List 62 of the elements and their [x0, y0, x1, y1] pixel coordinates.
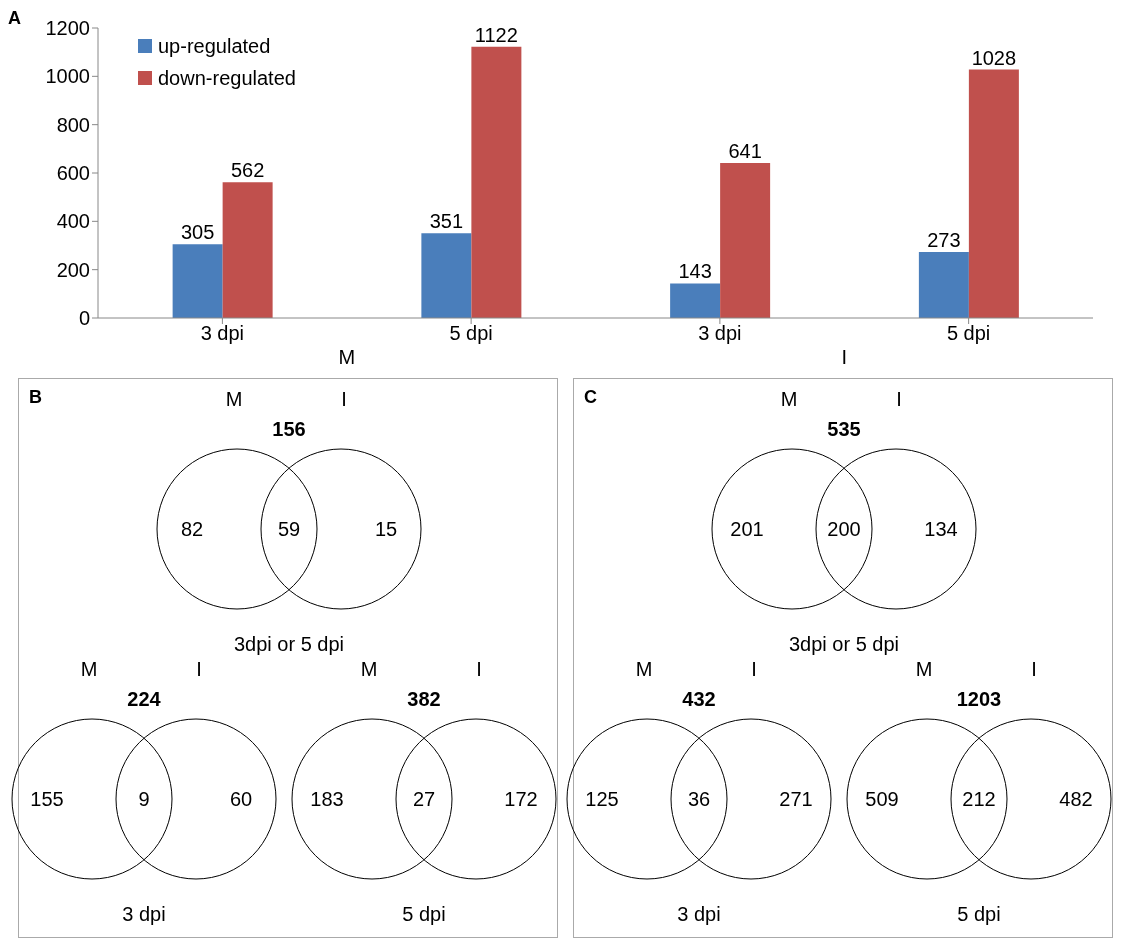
legend-label: up-regulated [158, 34, 271, 58]
bar [670, 283, 721, 318]
data-label: 82 [180, 518, 204, 540]
data-label: 212 [962, 788, 996, 810]
data-label: 271 [779, 788, 813, 810]
x-tick-label: 5 dpi [449, 322, 493, 345]
bar [968, 69, 1019, 318]
data-label: 1122 [474, 23, 518, 46]
data-label: 509 [865, 788, 899, 810]
data-label: 60 [229, 788, 253, 810]
data-label: 273 [927, 229, 961, 252]
category-label: M [635, 658, 653, 680]
y-tick-label: 200 [56, 258, 90, 281]
data-label: 59 [277, 518, 301, 540]
data-label: 155 [30, 788, 64, 810]
text: A [8, 8, 21, 29]
category-label: M [360, 658, 378, 680]
category-label: M [225, 388, 243, 410]
data-label: 305 [180, 221, 215, 244]
data-label: 143 [678, 260, 712, 283]
data-label: 36 [687, 788, 711, 810]
bar [918, 252, 969, 318]
data-label: 172 [504, 788, 538, 810]
category-label: I [476, 658, 482, 680]
bar [471, 46, 522, 318]
category-label: I [196, 658, 202, 680]
data-label: 134 [924, 518, 958, 540]
data-label: 641 [728, 140, 762, 163]
data-label: 125 [585, 788, 619, 810]
category-label: M [780, 388, 798, 410]
data-label: 15 [374, 518, 398, 540]
category-label: M [915, 658, 933, 680]
data-label: 183 [310, 788, 344, 810]
data-label: 9 [138, 788, 150, 810]
text: I [840, 346, 849, 369]
bar [172, 244, 223, 318]
data-label: 1028 [971, 46, 1017, 69]
data-label: 200 [827, 518, 861, 540]
y-tick-label: 800 [56, 113, 90, 136]
data-label: 482 [1059, 788, 1093, 810]
category-label: I [341, 388, 347, 410]
bar [720, 163, 771, 318]
category-label: I [751, 658, 757, 680]
data-label: 562 [230, 159, 265, 182]
category-label: M [80, 658, 98, 680]
x-tick-label: 3 dpi [698, 322, 742, 345]
data-label: 27 [412, 788, 436, 810]
x-tick-label: 3 dpi [200, 322, 245, 345]
y-tick-label: 0 [78, 307, 90, 330]
y-tick-label: 600 [56, 162, 90, 185]
data-label: 201 [730, 518, 764, 540]
bar [222, 182, 273, 318]
category-label: I [1031, 658, 1037, 680]
category-label: I [896, 388, 902, 410]
text: M [337, 346, 357, 369]
x-tick-label: 5 dpi [946, 322, 991, 345]
y-tick-label: 1200 [45, 17, 90, 40]
y-tick-label: 1000 [45, 65, 90, 88]
legend-label: down-regulated [158, 66, 296, 90]
y-tick-label: 400 [56, 210, 90, 233]
bar [421, 233, 472, 318]
data-label: 351 [429, 210, 464, 233]
